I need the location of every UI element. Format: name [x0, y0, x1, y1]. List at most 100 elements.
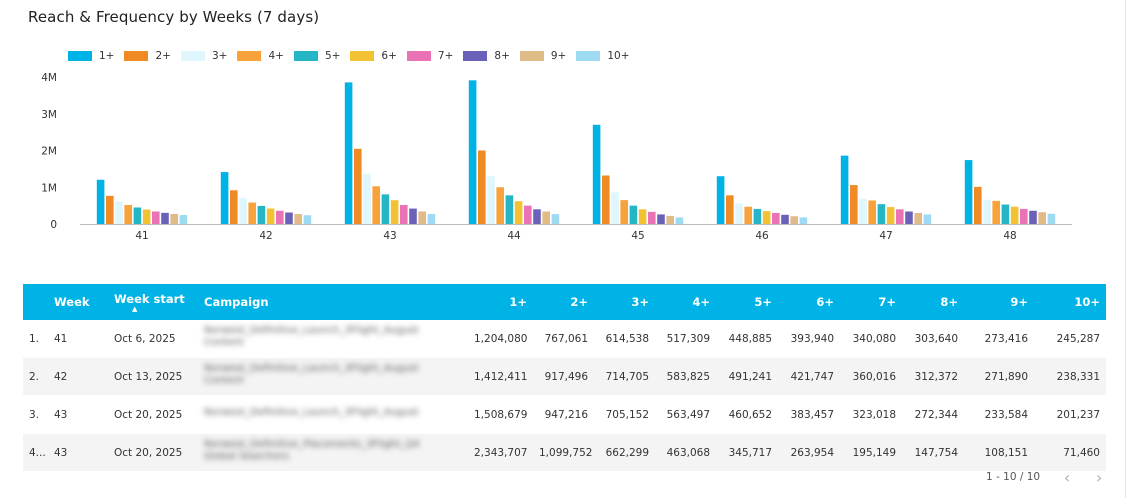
bar-week-43-freq-2plus[interactable] — [354, 148, 362, 224]
bar-week-45-freq-10plus[interactable] — [675, 217, 684, 224]
header-freq-4[interactable]: 4+ — [692, 295, 710, 309]
bar-week-46-freq-6plus[interactable] — [762, 211, 771, 224]
bar-week-43-freq-10plus[interactable] — [427, 213, 436, 224]
bar-week-46-freq-3plus[interactable] — [735, 203, 743, 224]
bar-week-47-freq-8plus[interactable] — [905, 211, 913, 224]
header-freq-5[interactable]: 5+ — [754, 295, 772, 309]
bar-week-42-freq-9plus[interactable] — [294, 214, 302, 224]
bar-week-41-freq-9plus[interactable] — [170, 213, 178, 224]
bar-week-44-freq-1plus[interactable] — [468, 80, 477, 224]
bar-week-41-freq-1plus[interactable] — [96, 179, 105, 224]
bar-week-43-freq-7plus[interactable] — [400, 204, 408, 224]
bar-week-46-freq-8plus[interactable] — [781, 214, 789, 224]
bar-week-41-freq-3plus[interactable] — [115, 201, 123, 224]
bar-week-44-freq-10plus[interactable] — [551, 214, 560, 224]
legend-item[interactable]: 7+ — [406, 50, 453, 62]
bar-week-42-freq-3plus[interactable] — [239, 197, 247, 224]
bar-week-46-freq-7plus[interactable] — [772, 212, 780, 224]
bar-week-46-freq-1plus[interactable] — [716, 176, 725, 224]
legend-item[interactable]: 10+ — [576, 50, 630, 62]
bar-week-43-freq-8plus[interactable] — [409, 208, 417, 224]
bar-week-45-freq-9plus[interactable] — [666, 215, 674, 224]
bar-week-47-freq-10plus[interactable] — [923, 214, 932, 224]
bar-week-46-freq-2plus[interactable] — [726, 195, 734, 224]
table-row[interactable]: 1. 41 Oct 6, 2025 Norwest_Definitive_Launch… — [23, 320, 1106, 358]
header-week[interactable]: Week — [54, 295, 90, 309]
bar-week-47-freq-9plus[interactable] — [914, 212, 922, 224]
bar-week-48-freq-4plus[interactable] — [992, 200, 1000, 224]
header-freq-6[interactable]: 6+ — [816, 295, 834, 309]
bar-week-41-freq-6plus[interactable] — [142, 209, 151, 224]
bar-week-41-freq-7plus[interactable] — [152, 211, 160, 225]
bar-week-47-freq-2plus[interactable] — [850, 185, 858, 224]
bar-week-47-freq-7plus[interactable] — [896, 209, 904, 224]
bar-week-42-freq-4plus[interactable] — [248, 202, 256, 224]
legend-item[interactable]: 4+ — [237, 50, 284, 62]
bar-week-46-freq-9plus[interactable] — [790, 216, 798, 224]
bar-week-41-freq-4plus[interactable] — [124, 204, 132, 224]
legend-item[interactable]: 5+ — [293, 50, 340, 62]
bar-week-48-freq-1plus[interactable] — [964, 160, 973, 225]
bar-week-45-freq-6plus[interactable] — [638, 209, 647, 224]
bar-week-47-freq-6plus[interactable] — [886, 207, 895, 224]
bar-week-44-freq-9plus[interactable] — [542, 211, 550, 224]
bar-week-48-freq-6plus[interactable] — [1010, 206, 1019, 224]
bar-week-45-freq-7plus[interactable] — [648, 211, 656, 224]
bar-week-46-freq-5plus[interactable] — [753, 208, 762, 224]
bar-week-43-freq-3plus[interactable] — [363, 173, 371, 224]
bar-week-45-freq-4plus[interactable] — [620, 200, 628, 224]
table-row[interactable]: 3. 43 Oct 20, 2025 Norwest_Definitive_Launc… — [23, 396, 1106, 434]
legend-item[interactable]: 3+ — [180, 50, 227, 62]
bar-week-45-freq-8plus[interactable] — [657, 214, 665, 224]
bar-week-44-freq-8plus[interactable] — [533, 209, 541, 224]
bar-week-48-freq-2plus[interactable] — [974, 186, 982, 224]
table-row[interactable]: 2. 42 Oct 13, 2025 Norwest_Definitive_Launc… — [23, 357, 1106, 396]
bar-week-43-freq-5plus[interactable] — [381, 194, 390, 224]
legend-item[interactable]: 9+ — [519, 50, 566, 62]
bar-week-41-freq-8plus[interactable] — [161, 212, 169, 224]
bar-week-43-freq-1plus[interactable] — [344, 82, 353, 224]
header-freq-3[interactable]: 3+ — [631, 295, 649, 309]
bar-week-44-freq-7plus[interactable] — [524, 205, 532, 225]
bar-week-42-freq-2plus[interactable] — [230, 190, 238, 224]
legend-item[interactable]: 1+ — [68, 50, 114, 62]
bar-week-45-freq-3plus[interactable] — [611, 192, 619, 225]
table-row[interactable]: 4... 43 Oct 20, 2025 Norwest_Definitive_Pla… — [23, 433, 1106, 472]
bar-week-42-freq-6plus[interactable] — [266, 208, 275, 225]
bar-week-41-freq-10plus[interactable] — [179, 214, 188, 224]
header-freq-9[interactable]: 9+ — [1010, 295, 1028, 309]
bar-week-42-freq-7plus[interactable] — [276, 210, 284, 224]
bar-week-48-freq-9plus[interactable] — [1038, 212, 1046, 224]
bar-week-45-freq-1plus[interactable] — [592, 124, 601, 224]
header-freq-10[interactable]: 10+ — [1074, 295, 1100, 309]
bar-week-48-freq-8plus[interactable] — [1029, 210, 1037, 224]
bar-week-42-freq-10plus[interactable] — [303, 215, 312, 224]
bar-week-45-freq-5plus[interactable] — [629, 205, 638, 225]
bar-week-46-freq-10plus[interactable] — [799, 217, 808, 224]
header-week-start[interactable]: Week start ▲ — [108, 284, 198, 320]
bar-week-44-freq-2plus[interactable] — [478, 150, 486, 225]
bar-week-42-freq-5plus[interactable] — [257, 205, 266, 224]
legend-item[interactable]: 8+ — [463, 50, 510, 62]
bar-week-42-freq-8plus[interactable] — [285, 212, 293, 224]
header-freq-2[interactable]: 2+ — [570, 295, 588, 309]
bar-week-43-freq-6plus[interactable] — [390, 200, 399, 224]
header-freq-7[interactable]: 7+ — [878, 295, 896, 309]
bar-week-47-freq-3plus[interactable] — [859, 198, 867, 224]
header-campaign[interactable]: Campaign — [204, 295, 269, 309]
bar-week-42-freq-1plus[interactable] — [220, 172, 229, 224]
bar-week-41-freq-2plus[interactable] — [106, 195, 114, 224]
header-freq-1[interactable]: 1+ — [509, 295, 527, 309]
bar-week-44-freq-5plus[interactable] — [505, 195, 514, 224]
legend-item[interactable]: 2+ — [124, 50, 171, 62]
bar-week-47-freq-4plus[interactable] — [868, 200, 876, 224]
bar-week-44-freq-6plus[interactable] — [514, 201, 523, 225]
bar-week-48-freq-3plus[interactable] — [983, 199, 991, 224]
chevron-left-icon[interactable]: ‹ — [1063, 467, 1071, 487]
bar-week-48-freq-10plus[interactable] — [1047, 213, 1056, 224]
bar-week-44-freq-3plus[interactable] — [487, 176, 495, 224]
legend-item[interactable]: 6+ — [350, 50, 397, 62]
bar-week-41-freq-5plus[interactable] — [133, 207, 142, 225]
bar-week-47-freq-5plus[interactable] — [877, 204, 886, 224]
bar-week-47-freq-1plus[interactable] — [840, 155, 849, 224]
